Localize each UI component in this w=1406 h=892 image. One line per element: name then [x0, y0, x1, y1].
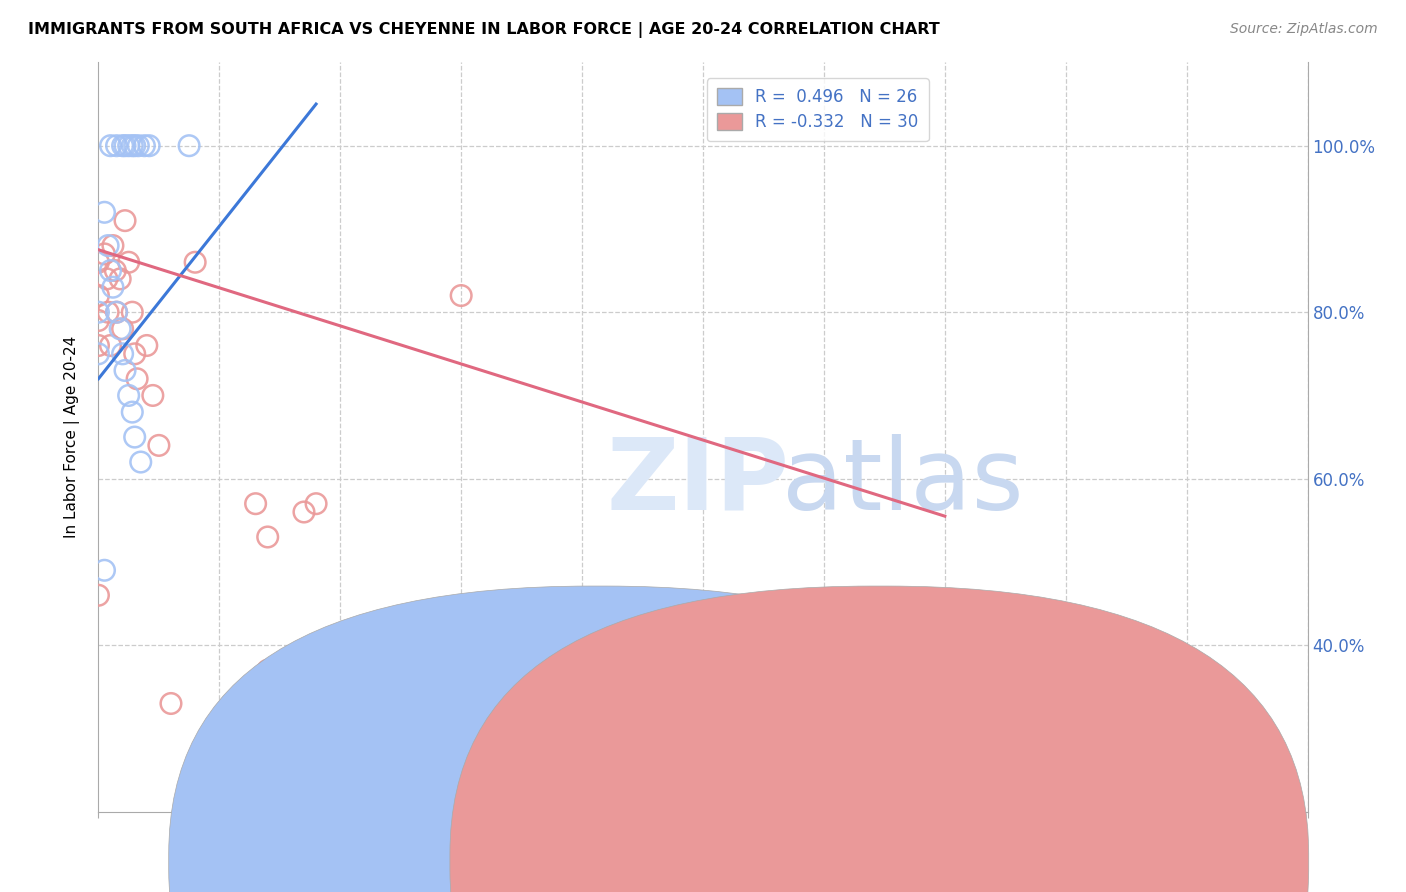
Point	[111, 322, 134, 336]
Point	[160, 697, 183, 711]
Point	[100, 138, 122, 153]
Point	[127, 138, 149, 153]
Point	[101, 238, 124, 252]
Text: Cheyenne: Cheyenne	[890, 855, 966, 869]
Legend: R =  0.496   N = 26, R = -0.332   N = 30: R = 0.496 N = 26, R = -0.332 N = 30	[707, 78, 928, 141]
Y-axis label: In Labor Force | Age 20-24: In Labor Force | Age 20-24	[63, 336, 80, 538]
Point	[118, 255, 141, 269]
Point	[87, 305, 110, 319]
Point	[93, 205, 115, 219]
Point	[138, 138, 160, 153]
Point	[100, 263, 122, 277]
Text: Immigrants from South Africa: Immigrants from South Africa	[609, 855, 834, 869]
Point	[87, 338, 110, 352]
Point	[124, 430, 146, 444]
Point	[121, 405, 143, 419]
Point	[124, 138, 146, 153]
Point	[105, 305, 128, 319]
Text: atlas: atlas	[782, 434, 1024, 531]
Point	[256, 663, 278, 677]
Text: ZIP: ZIP	[606, 434, 789, 531]
Point	[87, 313, 110, 327]
Point	[105, 138, 128, 153]
Point	[129, 455, 152, 469]
Point	[118, 388, 141, 402]
Point	[134, 138, 156, 153]
Point	[121, 305, 143, 319]
Point	[108, 322, 131, 336]
Point	[142, 388, 165, 402]
Point	[127, 372, 149, 386]
Point	[184, 255, 207, 269]
Point	[93, 247, 115, 261]
Text: Source: ZipAtlas.com: Source: ZipAtlas.com	[1230, 22, 1378, 37]
Point	[245, 497, 267, 511]
Point	[105, 305, 128, 319]
Point	[101, 280, 124, 294]
Text: 100.0%: 100.0%	[1208, 855, 1265, 870]
Point	[114, 138, 136, 153]
Point	[256, 530, 278, 544]
Point	[100, 338, 122, 352]
Point	[121, 138, 143, 153]
Text: 0.0%: 0.0%	[176, 855, 215, 870]
Point	[97, 305, 120, 319]
Text: IMMIGRANTS FROM SOUTH AFRICA VS CHEYENNE IN LABOR FORCE | AGE 20-24 CORRELATION : IMMIGRANTS FROM SOUTH AFRICA VS CHEYENNE…	[28, 22, 939, 38]
Point	[87, 288, 110, 302]
Point	[305, 497, 328, 511]
Point	[450, 288, 472, 302]
Point	[135, 338, 157, 352]
Point	[93, 563, 115, 577]
Point	[148, 438, 170, 452]
Point	[114, 363, 136, 377]
Point	[104, 263, 127, 277]
Point	[124, 347, 146, 361]
Point	[111, 138, 134, 153]
Point	[108, 272, 131, 286]
Point	[292, 505, 315, 519]
Point	[111, 347, 134, 361]
Point	[97, 238, 120, 252]
Point	[96, 272, 118, 286]
Point	[87, 588, 110, 602]
Point	[114, 213, 136, 227]
Point	[179, 138, 201, 153]
Point	[87, 255, 110, 269]
Point	[87, 347, 110, 361]
Point	[118, 138, 141, 153]
